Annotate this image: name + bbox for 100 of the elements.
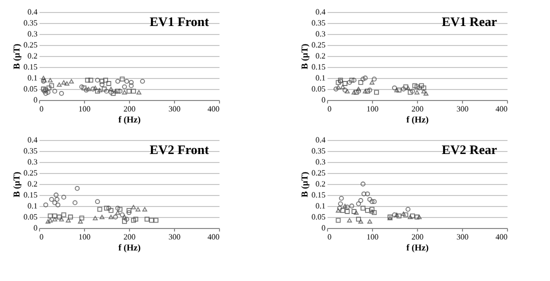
point (344, 204, 350, 210)
point (424, 91, 428, 96)
x-tick-label: 400 (208, 104, 220, 114)
x-axis-title: f (Hz) (118, 242, 141, 252)
point (124, 216, 130, 222)
point (344, 209, 350, 214)
point (131, 218, 136, 223)
point (421, 85, 426, 90)
x-axis-title: f (Hz) (118, 114, 141, 124)
point (352, 78, 356, 83)
point (338, 196, 344, 201)
point (59, 217, 64, 222)
x-tick-label: 100 (78, 232, 90, 242)
point (54, 196, 60, 202)
y-tick-label: 0.1 (28, 74, 38, 82)
point (41, 76, 46, 80)
point (362, 76, 368, 80)
point (136, 90, 142, 94)
point (421, 89, 426, 94)
point (392, 212, 397, 218)
point (394, 88, 400, 92)
point (56, 214, 62, 220)
y-tick-label: 0.25 (312, 168, 326, 178)
x-tick-label: 300 (456, 232, 468, 242)
point (414, 90, 420, 94)
point (100, 78, 104, 84)
point (52, 200, 58, 206)
y-tick-label: 0.1 (28, 202, 38, 210)
point (92, 216, 98, 220)
point (414, 214, 420, 220)
point (372, 76, 377, 82)
x-tick-label: 400 (496, 232, 508, 242)
point (360, 76, 366, 82)
point (365, 88, 370, 94)
point (128, 83, 134, 88)
point (122, 90, 127, 94)
point (43, 90, 48, 96)
point (408, 90, 413, 95)
y-tick-label: 0 (322, 96, 326, 104)
point (46, 85, 52, 90)
y-tick-label: 0.05 (24, 84, 38, 94)
point (396, 88, 402, 93)
chart-title: EV2 Rear (442, 142, 498, 157)
y-tick-label: 0.35 (312, 18, 326, 28)
point (131, 88, 136, 94)
y-tick-label: 0.05 (312, 212, 326, 222)
point (370, 80, 374, 85)
x-tick-label: 400 (496, 104, 508, 114)
point (334, 86, 338, 92)
point (110, 90, 116, 96)
point (337, 206, 342, 211)
y-tick-label: 0.2 (28, 180, 38, 188)
point (103, 78, 108, 83)
point (414, 84, 420, 90)
y-tick-label: 0.4 (316, 8, 326, 16)
point (370, 206, 374, 212)
y-tick-label: 0.15 (312, 62, 326, 72)
y-tick-label: 0.4 (316, 136, 326, 144)
point (95, 88, 100, 94)
point (115, 88, 120, 94)
point (336, 85, 341, 90)
point (412, 83, 418, 88)
y-tick-label: 0.15 (24, 62, 38, 72)
y-tick-label: 0.4 (28, 136, 38, 144)
x-tick-label: 200 (412, 104, 424, 114)
point (140, 78, 145, 84)
point (48, 218, 53, 222)
point (97, 206, 102, 212)
point (342, 204, 348, 208)
point (142, 207, 148, 212)
point (347, 80, 352, 85)
point (340, 84, 346, 89)
point (356, 201, 361, 206)
point (144, 216, 150, 222)
point (406, 86, 410, 90)
x-axis-title: f (Hz) (406, 114, 429, 124)
point (352, 90, 356, 94)
point (340, 208, 346, 213)
y-axis-title: B (µT) (300, 44, 310, 70)
point (46, 90, 50, 95)
chart-title: EV1 Rear (442, 14, 498, 29)
point (106, 81, 112, 86)
point (49, 196, 54, 202)
point (149, 218, 154, 223)
point (113, 214, 118, 220)
point (403, 212, 408, 218)
y-tick-label: 0.05 (24, 212, 38, 222)
point (354, 90, 359, 95)
y-tick-label: 0 (34, 96, 38, 104)
y-axis-title: B (µT) (300, 172, 310, 198)
x-tick-label: 200 (124, 232, 136, 242)
point (85, 78, 90, 83)
point (108, 90, 114, 95)
point (113, 89, 118, 94)
x-tick-label: 100 (366, 104, 378, 114)
point (354, 210, 359, 215)
x-tick-label: 300 (168, 232, 180, 242)
point (410, 88, 415, 94)
point (86, 86, 91, 92)
x-tick-label: 400 (208, 232, 220, 242)
